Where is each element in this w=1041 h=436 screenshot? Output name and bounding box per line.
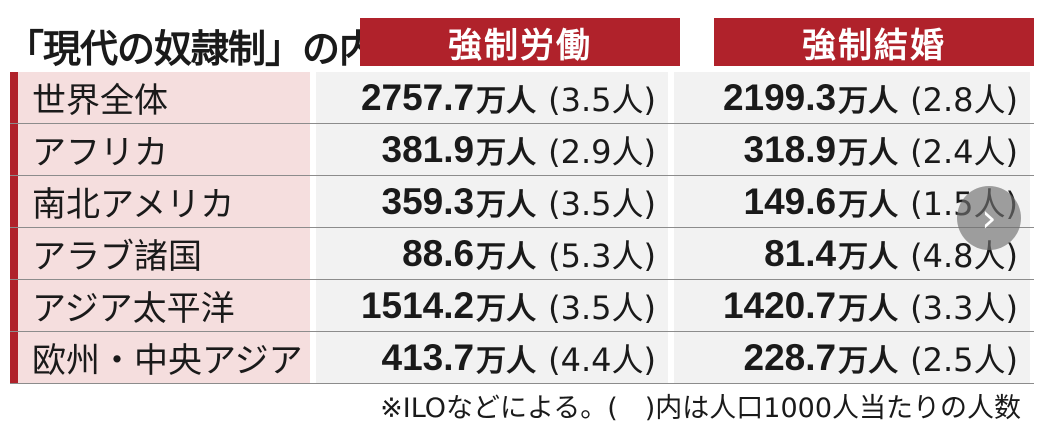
forced-marriage-per-1000: (3.3人)	[910, 288, 1018, 327]
region-label: アジア太平洋	[10, 280, 310, 331]
forced-labor-value: 2757.7	[360, 76, 475, 118]
forced-marriage-value: 228.7	[743, 336, 837, 378]
table-row: 世界全体 2757.7 万人 (3.5人) 2199.3 万人 (2.8人)	[10, 72, 1034, 124]
column-header-forced-labor: 強制労働	[360, 18, 680, 66]
forced-labor-value: 413.7	[381, 336, 475, 378]
forced-marriage-value: 2199.3	[722, 76, 837, 118]
unit-label: 万人	[838, 187, 899, 223]
unit-label: 万人	[476, 239, 537, 275]
forced-labor-cell: 381.9 万人 (2.9人)	[316, 124, 668, 175]
unit-label: 万人	[838, 239, 899, 275]
forced-marriage-per-1000: (2.5人)	[910, 340, 1018, 379]
forced-labor-per-1000: (3.5人)	[548, 80, 656, 119]
forced-marriage-cell: 2199.3 万人 (2.8人)	[674, 72, 1030, 123]
forced-labor-cell: 413.7 万人 (4.4人)	[316, 332, 668, 383]
region-label: 南北アメリカ	[10, 176, 310, 227]
unit-label: 万人	[838, 343, 899, 379]
table-row: アラブ諸国 88.6 万人 (5.3人) 81.4 万人 (4.8人)	[10, 228, 1034, 280]
region-label: アラブ諸国	[10, 228, 310, 279]
forced-marriage-value: 1420.7	[722, 284, 837, 326]
forced-marriage-cell: 318.9 万人 (2.4人)	[674, 124, 1030, 175]
forced-labor-value: 88.6	[402, 232, 475, 274]
table-row: 欧州・中央アジア 413.7 万人 (4.4人) 228.7 万人 (2.5人)	[10, 332, 1034, 384]
chevron-right-icon[interactable]: ›	[957, 186, 1021, 250]
forced-labor-cell: 359.3 万人 (3.5人)	[316, 176, 668, 227]
forced-labor-per-1000: (5.3人)	[548, 236, 656, 275]
unit-label: 万人	[476, 135, 537, 171]
unit-label: 万人	[838, 291, 899, 327]
forced-marriage-per-1000: (2.8人)	[910, 80, 1018, 119]
forced-marriage-per-1000: (2.4人)	[910, 132, 1018, 171]
forced-labor-cell: 88.6 万人 (5.3人)	[316, 228, 668, 279]
table-row: 南北アメリカ 359.3万人(3.5人) 149.6万人(1.5人)	[10, 176, 1034, 228]
forced-labor-cell: 1514.2 万人 (3.5人)	[316, 280, 668, 331]
forced-marriage-cell: 81.4 万人 (4.8人)	[674, 228, 1030, 279]
table-row: アフリカ 381.9 万人 (2.9人) 318.9 万人 (2.4人)	[10, 124, 1034, 176]
forced-labor-value: 359.3	[381, 180, 475, 222]
unit-label: 万人	[838, 135, 899, 171]
forced-labor-per-1000: (3.5人)	[548, 288, 656, 327]
data-table: 世界全体 2757.7 万人 (3.5人) 2199.3 万人 (2.8人) アフリカ …	[10, 72, 1034, 384]
forced-marriage-value: 81.4	[764, 232, 837, 274]
forced-labor-cell: 2757.7 万人 (3.5人)	[316, 72, 668, 123]
column-header-forced-marriage: 強制結婚	[714, 18, 1034, 66]
footnote: ※ILOなどによる。( )内は人口1000人当たりの人数	[380, 393, 1021, 424]
next-button-glyph: ›	[981, 196, 997, 240]
forced-labor-per-1000: (3.5人)	[548, 184, 656, 223]
region-label: 世界全体	[10, 72, 310, 123]
forced-labor-per-1000: (2.9人)	[548, 132, 656, 171]
forced-marriage-cell: 1420.7 万人 (3.3人)	[674, 280, 1030, 331]
unit-label: 万人	[838, 83, 899, 119]
unit-label: 万人	[476, 83, 537, 119]
forced-marriage-cell: 228.7 万人 (2.5人)	[674, 332, 1030, 383]
forced-labor-per-1000: (4.4人)	[548, 340, 656, 379]
table-row: アジア太平洋 1514.2 万人 (3.5人) 1420.7 万人 (3.3人)	[10, 280, 1034, 332]
forced-labor-value: 381.9	[381, 128, 475, 170]
unit-label: 万人	[476, 187, 537, 223]
forced-marriage-value: 318.9	[743, 128, 837, 170]
unit-label: 万人	[476, 343, 537, 379]
forced-labor-value: 1514.2	[360, 284, 475, 326]
forced-marriage-value: 149.6	[743, 180, 837, 222]
unit-label: 万人	[476, 291, 537, 327]
region-label: アフリカ	[10, 124, 310, 175]
page-title: 「現代の奴隷制」の内訳	[6, 27, 414, 71]
region-label: 欧州・中央アジア	[10, 332, 310, 383]
